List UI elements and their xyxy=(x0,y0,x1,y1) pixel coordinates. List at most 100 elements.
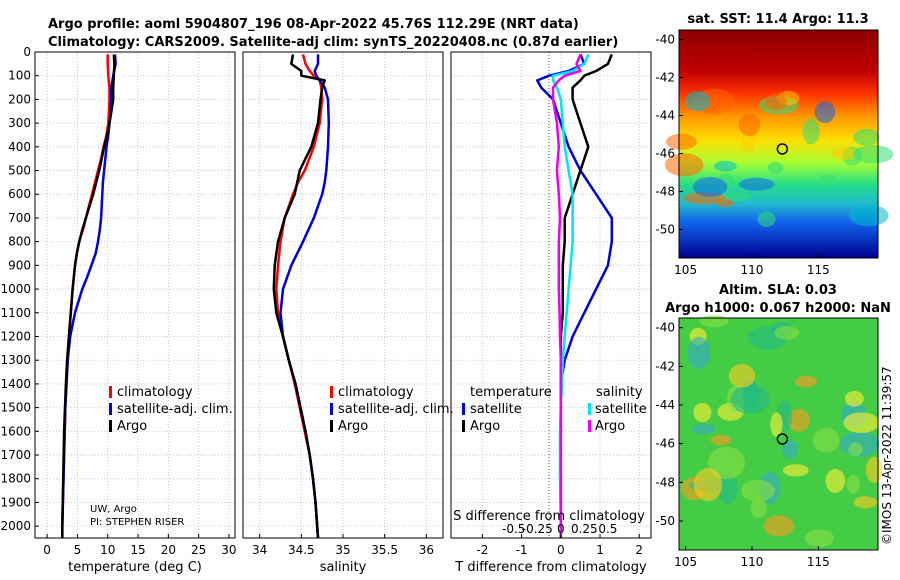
x-tick-label: 34 xyxy=(252,543,267,557)
sst-texture xyxy=(738,113,761,137)
y-tick-label: 1000 xyxy=(0,282,31,296)
sst-map: sat. SST: 11.4 Argo: 11.3 -40 -42 -44 -46 -4… xyxy=(655,12,894,277)
y-tick-label: 1700 xyxy=(0,448,31,462)
y-tick-label: -42 xyxy=(655,71,675,85)
sla-texture xyxy=(774,326,800,340)
s-tick-label: -0.5 xyxy=(502,522,525,536)
x-tick-label: 105 xyxy=(674,555,697,569)
x-tick-label: 35.5 xyxy=(371,543,398,557)
y-tick-label: -40 xyxy=(655,33,675,47)
argo-float-marker xyxy=(776,143,789,155)
y-tick-label: 0 xyxy=(23,45,31,59)
legend-satellite: satellite-adj. clim. xyxy=(338,402,454,417)
sst-texture xyxy=(819,173,837,186)
y-tick-label: 1200 xyxy=(0,329,31,343)
legend-swatch-t-satellite xyxy=(462,403,465,415)
difference-frame xyxy=(450,51,652,539)
imos-watermark: ©IMOS 13-Apr-2022 11:39:57 xyxy=(880,366,894,545)
legend-argo: Argo xyxy=(117,419,147,434)
figure-title-line1: Argo profile: aoml 5904807_196 08-Apr-20… xyxy=(48,17,579,32)
temperature-xlabel: temperature (deg C) xyxy=(68,560,202,575)
y-tick-label: 900 xyxy=(8,258,31,272)
sla-texture xyxy=(782,439,798,459)
y-tick-label: 1400 xyxy=(0,377,31,391)
sla-texture xyxy=(691,423,715,435)
sla-map: Altim. SLA: 0.03 Argo h1000: 0.067 h2000… xyxy=(655,283,890,569)
sla-texture xyxy=(794,375,818,388)
y-tick-label: 200 xyxy=(8,92,31,106)
legend-swatch-satellite xyxy=(330,403,333,415)
x-tick-label: 110 xyxy=(741,263,764,277)
x-tick-label: 105 xyxy=(674,263,697,277)
sla-texture xyxy=(805,529,835,548)
s-tick-label: 0.5 xyxy=(598,522,617,536)
temperature-panel: 0100200300400500600700800900100011001200… xyxy=(0,45,236,575)
legend-satellite: satellite-adj. clim. xyxy=(117,402,233,417)
s-tick-label: 0 xyxy=(557,522,565,536)
y-tick-label: 800 xyxy=(8,235,31,249)
x-tick-label: 0 xyxy=(557,543,565,557)
series-satellite-t xyxy=(536,53,614,538)
x-tick-label: -1 xyxy=(516,543,528,557)
sst-texture xyxy=(853,128,880,146)
salinity-xlabel: salinity xyxy=(320,560,367,575)
sst-texture xyxy=(664,153,704,177)
salinity-legend: climatology satellite-adj. clim. Argo xyxy=(330,385,454,434)
credit-line1: UW, Argo xyxy=(90,504,137,515)
legend-swatch-climatology xyxy=(109,386,112,398)
legend-swatch-s-argo xyxy=(588,420,591,432)
legend-climatology: climatology xyxy=(117,385,193,400)
legend-swatch-s-satellite xyxy=(588,403,591,415)
sst-texture xyxy=(814,101,836,124)
difference-legend: temperature salinity satellite Argo sate… xyxy=(462,385,647,434)
x-tick-label: 2 xyxy=(635,543,643,557)
s-tick-label: -0.25 xyxy=(522,522,553,536)
sst-texture xyxy=(716,198,734,208)
x-tick-label: 110 xyxy=(741,555,764,569)
sla-texture xyxy=(693,468,723,502)
sla-texture xyxy=(770,412,783,438)
sla-texture xyxy=(710,435,732,446)
sla-texture xyxy=(812,427,840,453)
x-tick-label: 20 xyxy=(161,543,176,557)
sla-texture xyxy=(844,390,864,407)
series-argo-s xyxy=(551,53,582,538)
y-tick-label: -48 xyxy=(655,185,675,199)
legend-swatch-t-argo xyxy=(462,420,465,432)
sst-field xyxy=(679,30,878,258)
sst-texture xyxy=(830,147,857,160)
y-tick-label: 2000 xyxy=(0,519,31,533)
legend-argo: Argo xyxy=(338,419,368,434)
x-tick-label: 5 xyxy=(74,543,82,557)
y-tick-label: -46 xyxy=(655,437,675,451)
y-tick-label: 1800 xyxy=(0,472,31,486)
legend-t-satellite: satellite xyxy=(470,402,522,417)
sla-texture xyxy=(750,499,768,518)
sst-texture xyxy=(738,177,775,191)
y-tick-label: -50 xyxy=(655,223,675,237)
sla-map-title-line1: Altim. SLA: 0.03 xyxy=(719,283,837,298)
legend-s-satellite: satellite xyxy=(595,402,647,417)
x-tick-label: 34.5 xyxy=(288,543,315,557)
sla-texture xyxy=(763,515,795,537)
y-tick-label: 300 xyxy=(8,116,31,130)
sst-texture xyxy=(765,93,787,111)
sst-texture xyxy=(714,160,737,172)
x-tick-label: 35 xyxy=(335,543,350,557)
y-tick-label: 1300 xyxy=(0,353,31,367)
series-climatology xyxy=(61,54,111,538)
sla-texture xyxy=(787,408,810,432)
argo-float-marker xyxy=(776,433,789,445)
sst-texture xyxy=(802,118,820,145)
sla-texture xyxy=(848,442,863,457)
legend-t-argo: Argo xyxy=(470,419,500,434)
y-tick-label: 700 xyxy=(8,211,31,225)
sst-texture xyxy=(757,211,776,228)
sla-map-frame xyxy=(678,317,879,551)
y-tick-label: -42 xyxy=(655,359,675,373)
sst-texture xyxy=(767,161,784,175)
sst-texture xyxy=(692,176,728,197)
t-difference-xlabel: T difference from climatology xyxy=(454,560,647,575)
sla-texture xyxy=(716,472,738,505)
